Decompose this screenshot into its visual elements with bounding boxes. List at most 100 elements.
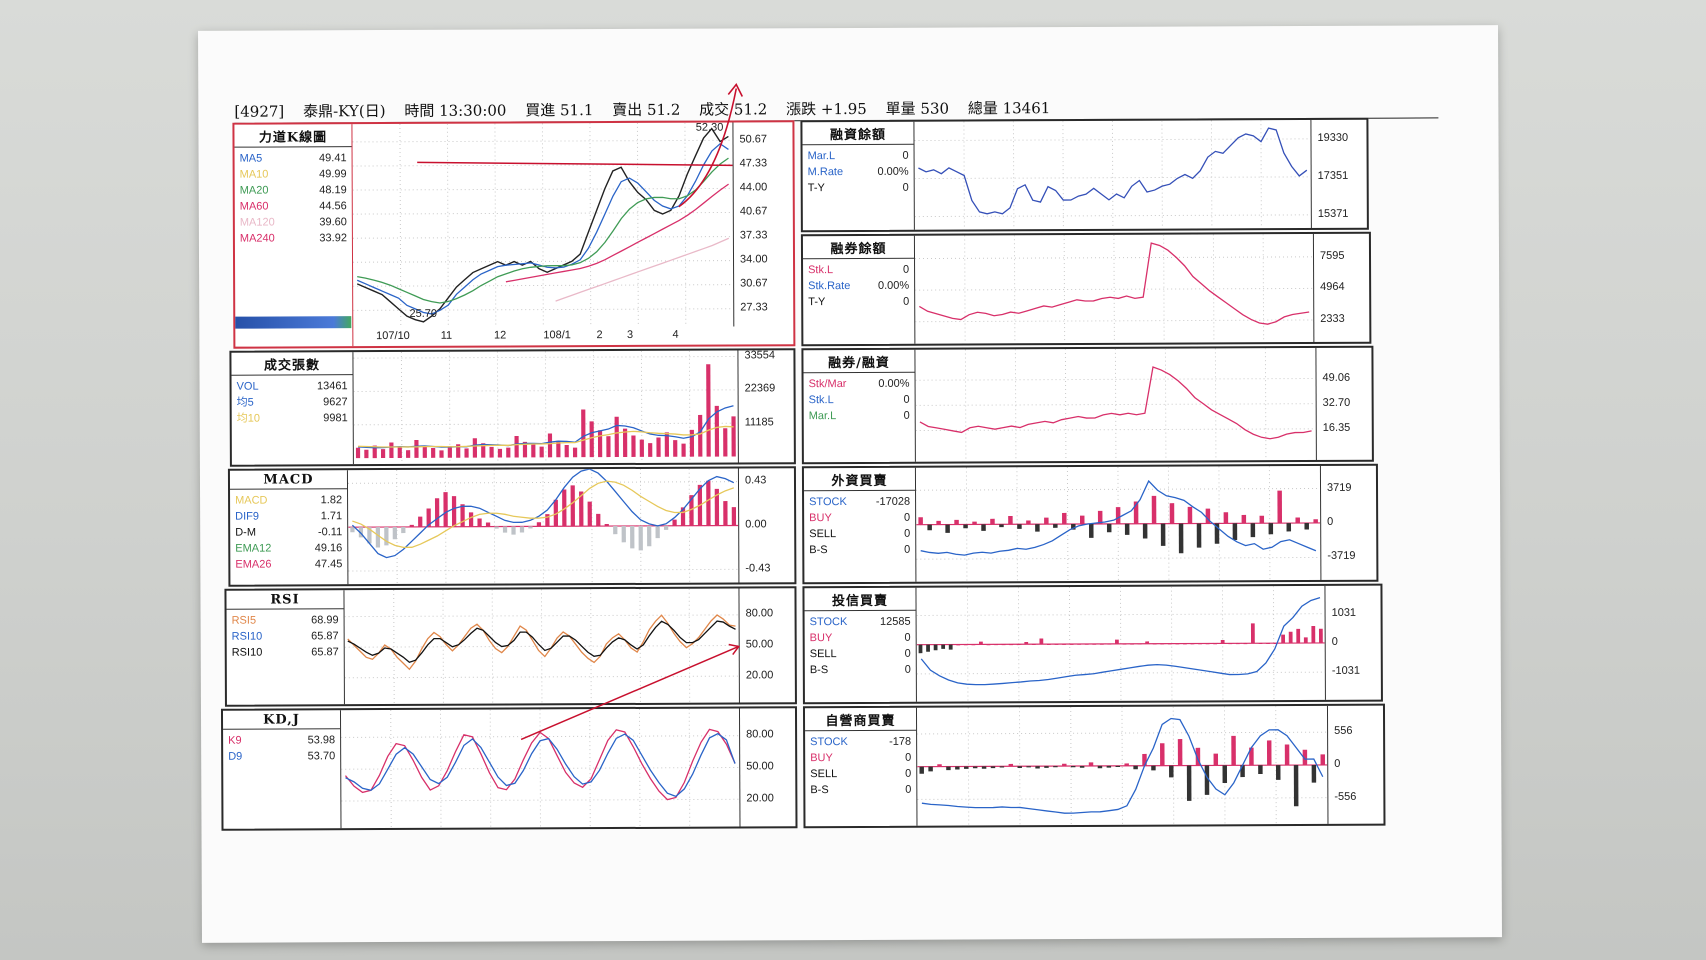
- macd-bar: [519, 526, 525, 533]
- grid-line: [541, 123, 544, 328]
- trust-y-tick: 1031: [1331, 606, 1357, 619]
- macd-bar: [562, 489, 567, 527]
- bid-price: 買進 51.1: [525, 101, 594, 120]
- margin-chart-svg: [914, 120, 1311, 230]
- dealer-bar: [1070, 766, 1076, 768]
- volume-bar: [689, 429, 695, 457]
- foreign-y-tick: 3719: [1326, 481, 1352, 494]
- margin-y-tick: 15371: [1317, 207, 1349, 220]
- dealer-bar: [1284, 744, 1290, 766]
- kline-legend-label: MA20: [239, 184, 269, 197]
- foreign-bar: [936, 520, 941, 525]
- volume-bar: [614, 416, 619, 458]
- grid-line: [390, 710, 392, 829]
- macd-bar: [672, 519, 677, 526]
- dealer-legend-value: 0: [905, 751, 912, 764]
- foreign-bar: [981, 524, 986, 531]
- macd-bar: [647, 525, 652, 547]
- grid-line: [915, 403, 1316, 406]
- kline-legend-row: MA240 33.92: [240, 230, 347, 246]
- rsi-legend-value: 65.87: [311, 646, 339, 659]
- volume-bar: [664, 432, 670, 457]
- ratio-legend-label: Stk/Mar: [808, 378, 847, 391]
- macd-legend-row: D-M -0.11: [235, 524, 342, 540]
- trust-legend-row: STOCK 12585: [810, 614, 911, 630]
- trust-plot: [916, 586, 1325, 702]
- trust-bar: [948, 644, 953, 650]
- margin-y-tick: 17351: [1317, 169, 1349, 182]
- macd-bar: [434, 498, 440, 527]
- kline-chart-svg: [352, 122, 734, 328]
- macd-bar: [401, 526, 406, 534]
- trust-bar: [1250, 623, 1255, 644]
- foreign-bar: [954, 519, 959, 525]
- short-legend-label: T-Y: [808, 296, 826, 309]
- foreign-series-line: [920, 479, 1317, 556]
- macd-bar: [502, 526, 508, 533]
- trust-bar: [1009, 644, 1014, 646]
- foreign-legend-value: -17028: [875, 495, 911, 508]
- trust-bar: [1190, 643, 1195, 645]
- volume-bar: [472, 438, 478, 458]
- volume-legend-value: 9627: [323, 396, 348, 409]
- short-y-axis: 7595 4964 2333: [1312, 233, 1370, 342]
- macd-legend-row: EMA12 49.16: [235, 540, 342, 556]
- trust-bar: [1175, 643, 1180, 645]
- volume-y-tick: 33554: [744, 349, 776, 362]
- dealer-bar: [1320, 754, 1326, 765]
- macd-bar: [706, 480, 711, 526]
- kdj-panel: KD,J K9 53.98 D9 53.70 80.00 50.00 20.00: [220, 706, 798, 831]
- volume-bar: [564, 445, 569, 458]
- volume-bar: [547, 433, 553, 458]
- kline-legend-value: 39.60: [319, 216, 347, 229]
- macd-bar: [426, 508, 431, 527]
- trust-bar: [1001, 644, 1006, 646]
- rsi-y-tick: 80.00: [745, 607, 774, 620]
- volume-bar: [389, 442, 394, 459]
- macd-bar: [443, 492, 448, 527]
- trust-y-tick: 0: [1331, 635, 1338, 648]
- macd-series-line: [352, 480, 735, 548]
- ratio-legend-label: Stk.L: [808, 394, 834, 407]
- kdj-y-tick: 20.00: [746, 792, 774, 805]
- short-legend-label: Stk.Rate: [808, 279, 851, 293]
- kline-x-tick: 107/10: [376, 329, 410, 343]
- kline-x-axis: 107/10 11 12 108/1 2 3 4: [353, 327, 733, 347]
- rsi-legend: RSI RSI5 68.99 RSI10 65.87 RSI10 65.87: [226, 590, 345, 705]
- short-legend-value: 0: [902, 263, 910, 276]
- grid-line: [344, 614, 739, 618]
- ratio-legend-row: Mar.L 0: [809, 408, 910, 424]
- unit-volume: 單量 530: [885, 99, 950, 118]
- foreign-bar: [990, 518, 995, 525]
- grid-line: [489, 709, 492, 828]
- kline-high-label: 52.30: [695, 122, 724, 134]
- volume-y-tick: 22369: [744, 382, 776, 395]
- trust-bar: [1092, 643, 1097, 645]
- dealer-bar: [1026, 766, 1031, 768]
- foreign-bar: [1232, 523, 1238, 541]
- macd-bar: [460, 504, 465, 527]
- macd-bar: [655, 525, 660, 539]
- foreign-bar: [1044, 517, 1049, 525]
- dealer-bar: [946, 766, 951, 771]
- kline-y-tick: 37.33: [739, 229, 768, 242]
- margin-legend-value: 0: [902, 149, 909, 162]
- trust-bar: [1198, 643, 1202, 645]
- margin-y-axis: 19330 17351 15371: [1310, 119, 1367, 228]
- dealer-bar: [1044, 766, 1049, 768]
- grid-line: [347, 481, 738, 484]
- dealer-legend-value: 0: [905, 783, 912, 796]
- trust-bar: [1160, 643, 1165, 645]
- macd-legend-value: 49.16: [314, 542, 343, 555]
- volume-legend-row: 均5 9627: [237, 394, 348, 410]
- trust-bar: [963, 644, 968, 646]
- foreign-bar: [1097, 510, 1103, 524]
- volume-legend-label: 均10: [236, 412, 260, 425]
- volume-legend-value: 9981: [323, 412, 348, 425]
- trust-legend-label: SELL: [809, 648, 837, 661]
- grid-line: [353, 260, 734, 263]
- foreign-legend-label: B-S: [809, 544, 828, 557]
- grid-line: [915, 377, 1316, 381]
- trust-bar: [986, 644, 991, 646]
- trust-bar: [941, 644, 946, 649]
